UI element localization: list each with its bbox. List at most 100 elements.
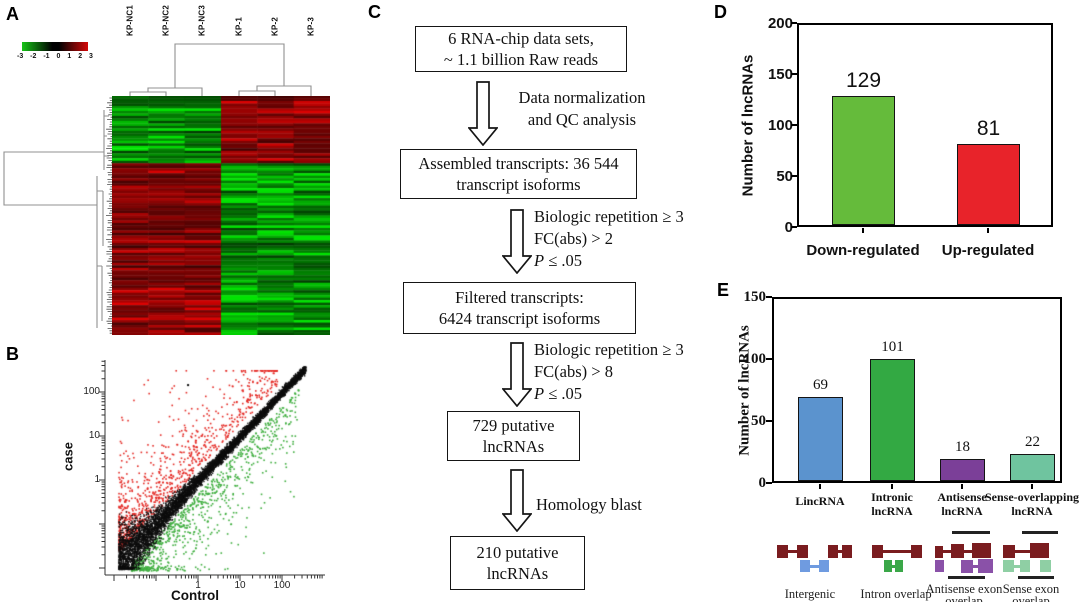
x-tick-mark [891, 484, 893, 489]
flow-box-line: 729 putative [472, 415, 555, 435]
bar-e-category-intronic: Intronic lncRNA [871, 490, 913, 518]
flow-box-line: 6 RNA-chip data sets, [448, 28, 594, 48]
y-tick-mark [791, 73, 797, 75]
flow-step-line: P ≤ .05 [534, 383, 583, 403]
x-tick-1: 1 [195, 580, 201, 591]
gene-intron-line [810, 565, 819, 568]
heatmap-col-label: KP-2 [270, 16, 280, 36]
y-tick-mark [766, 482, 772, 484]
gene-intron-line [943, 550, 951, 553]
flow-box-line: Filtered transcripts: [455, 287, 584, 307]
key-tick: 1 [67, 53, 72, 60]
gene-exon [951, 544, 964, 558]
heatmap-col-label: KP-NC3 [197, 5, 207, 36]
bar-up-regulated [957, 144, 1020, 225]
gene-exon [978, 559, 993, 573]
x-tick-mark [1031, 484, 1033, 489]
gene-intron-line [1015, 550, 1030, 553]
flow-step-line: and QC analysis [527, 109, 637, 129]
flow-box-729: 729 putative lncRNAs [447, 411, 580, 461]
scatter-y-axis-label: case [60, 442, 76, 471]
x-tick-mark [862, 228, 864, 233]
flow-step-text: Homology blast [536, 494, 642, 516]
heatmap-color-key-ticks: -3 -2 -1 0 1 2 3 [17, 53, 93, 60]
y-tick: 0 [784, 219, 793, 236]
gene-label-antisense-overlap: Antisense exon overlap [925, 582, 1003, 602]
y-tick: 100 [743, 351, 767, 367]
flow-box-210: 210 putative lncRNAs [450, 536, 585, 590]
gene-label-intergenic: Intergenic [784, 587, 836, 601]
strand-arrow-line [948, 576, 985, 579]
y-tick: 200 [767, 15, 793, 32]
gene-exon [828, 545, 838, 558]
y-tick-mark [766, 296, 772, 298]
y-tick-mark [791, 226, 797, 228]
flow-step-line: Biologic repetition ≥ 3 [534, 340, 684, 359]
x-tick-10: 10 [234, 580, 246, 591]
strand-arrow-line [1018, 576, 1054, 579]
y-tick: 50 [776, 168, 793, 185]
bar-d-category-up: Up-regulated [941, 242, 1035, 259]
scatter-axes [99, 360, 325, 581]
y-tick-mark [791, 22, 797, 24]
y-tick-1: 1 [94, 474, 100, 485]
gene-exon [884, 560, 892, 572]
gene-intron-line [964, 550, 972, 553]
gene-label-intron-overlap: Intron overlap [860, 587, 932, 601]
flow-box-line: Assembled transcripts: 36 544 [418, 153, 619, 173]
key-tick: 2 [78, 53, 83, 60]
gene-exon [819, 560, 829, 572]
key-tick: 3 [89, 53, 93, 60]
bar-chart-d-plot-area: 129 81 [797, 23, 1053, 227]
y-tick-mark [791, 124, 797, 126]
bar-d-category-down: Down-regulated [806, 242, 920, 259]
gene-exon [935, 546, 943, 558]
heatmap-col-label: KP-NC2 [161, 5, 171, 36]
flow-box-assembled: Assembled transcripts: 36 544 transcript… [400, 149, 637, 199]
panel-e-label: E [717, 280, 730, 300]
heatmap-color-key-gradient [22, 42, 88, 51]
gene-exon [895, 560, 903, 572]
strand-arrow-line [1022, 531, 1058, 534]
y-tick: 50 [751, 413, 766, 429]
gene-exon [777, 545, 788, 558]
panel-c-label: C [368, 2, 381, 22]
key-tick: 0 [56, 53, 61, 60]
x-tick-100: 100 [273, 580, 291, 591]
key-tick: -2 [30, 53, 37, 60]
bar-value-down: 129 [845, 69, 882, 92]
y-tick-10: 10 [88, 430, 100, 441]
flow-step-line: FC(abs) > 2 [534, 228, 613, 248]
bar-antisense-lncrna [940, 459, 985, 481]
gene-exon [1040, 560, 1051, 572]
bar-value-lincrna: 69 [813, 377, 828, 394]
bar-e-y-axis-label: Number of lncRNAs [736, 325, 753, 456]
flow-down-arrow-icon [502, 209, 532, 274]
flow-step-line: FC(abs) > 8 [534, 361, 613, 381]
bar-chart-e-plot-area: 69 101 18 22 [772, 297, 1062, 483]
bar-down-regulated [832, 96, 895, 225]
gene-intron-line [883, 550, 911, 553]
y-tick-mark [766, 358, 772, 360]
gene-exon [1003, 560, 1014, 572]
heatmap-canvas [112, 96, 330, 335]
flow-box-raw-data: 6 RNA-chip data sets, ~ 1.1 billion Raw … [415, 26, 627, 72]
heatmap-col-label: KP-3 [306, 16, 316, 36]
flow-down-arrow-icon [468, 81, 498, 146]
gene-intron-line [1014, 565, 1020, 568]
bar-value-antisense: 18 [955, 439, 970, 456]
gene-exon [1003, 545, 1015, 558]
flow-box-line: 6424 transcript isoforms [438, 309, 601, 328]
panel-a-label: A [6, 4, 19, 24]
flow-down-arrow-icon [502, 342, 532, 407]
gene-intron-line [892, 565, 895, 568]
flow-box-line: lncRNAs [486, 564, 549, 583]
scatter-x-axis-label: Control [171, 588, 219, 602]
gene-exon [800, 560, 810, 572]
flow-step-line: Homology blast [536, 495, 642, 514]
flow-box-line: 210 putative [476, 542, 559, 562]
bar-intronic-lncrna [870, 358, 915, 481]
bar-e-category-sense: Sense-overlapping lncRNA [984, 490, 1079, 518]
key-tick: -1 [43, 53, 50, 60]
